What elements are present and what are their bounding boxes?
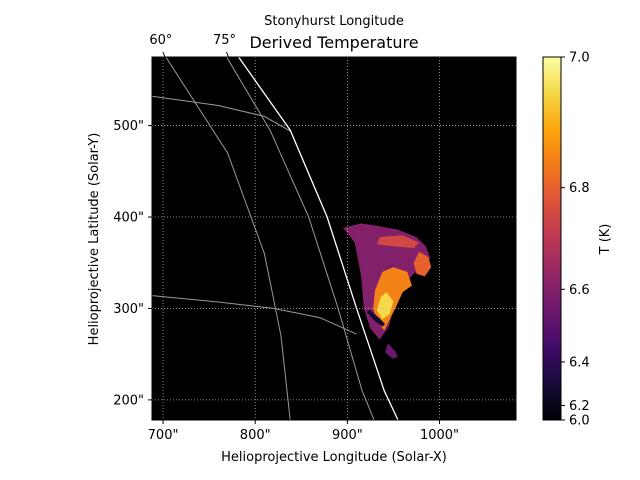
colorbar-label: T (K) <box>598 224 613 256</box>
top-tick-mark <box>226 51 229 58</box>
colorbar-tick-label: 6.4 <box>569 355 590 370</box>
region-right-lobe <box>413 251 432 277</box>
y-tick-label: 300" <box>113 302 144 317</box>
y-tick-label: 500" <box>113 119 144 134</box>
region-hottest-core <box>376 292 394 320</box>
x-ticks: 700" 800" 900" 1000" <box>148 420 459 443</box>
parallel-line <box>152 295 357 335</box>
colorbar-tick-label: 7.0 <box>569 51 590 66</box>
parallel-line <box>152 95 291 132</box>
colorbar-tick-label: 6.0 <box>569 414 590 429</box>
colorbar-ticks: 6.06.2 6.4 6.6 6.8 7.0 <box>561 51 590 429</box>
y-tick-label: 400" <box>113 211 144 226</box>
plot-frame <box>151 56 517 421</box>
y-tick-label: 200" <box>113 393 144 408</box>
top-axis-label: Stonyhurst Longitude <box>264 14 404 29</box>
top-ticks: 60° 75° <box>149 33 236 58</box>
top-tick-label: 75° <box>213 33 236 48</box>
top-tick-mark <box>162 51 166 58</box>
plot-content <box>152 57 516 420</box>
x-tick-label: 1000" <box>420 428 459 443</box>
coordinate-grid <box>152 57 375 420</box>
meridian-line <box>226 57 375 420</box>
chart-title: Derived Temperature <box>249 33 418 52</box>
colorbar-tick-label: 6.8 <box>569 181 590 196</box>
y-ticks: 200" 300" 400" 500" <box>113 119 152 408</box>
gridlines <box>152 57 516 420</box>
region-cool-strip <box>366 309 386 327</box>
x-tick-label: 700" <box>148 428 179 443</box>
top-tick-label: 60° <box>149 33 172 48</box>
region-upper-band <box>376 235 420 249</box>
x-tick-label: 900" <box>332 428 363 443</box>
colorbar-tick-label: 6.2 <box>569 399 590 414</box>
temperature-regions <box>342 223 432 359</box>
solar-limb <box>238 57 399 420</box>
y-axis-label: Helioprojective Latitude (Solar-Y) <box>87 133 102 346</box>
colorbar <box>542 56 562 421</box>
x-tick-label: 800" <box>240 428 271 443</box>
x-axis-label: Helioprojective Longitude (Solar-X) <box>221 450 447 465</box>
meridian-line <box>165 57 291 420</box>
region-tail <box>385 343 398 359</box>
colorbar-tick-label: 6.6 <box>569 283 590 298</box>
